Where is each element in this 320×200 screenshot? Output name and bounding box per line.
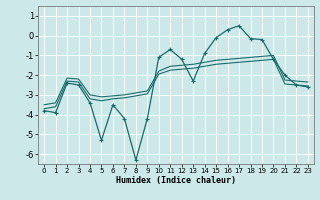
X-axis label: Humidex (Indice chaleur): Humidex (Indice chaleur) [116, 176, 236, 185]
